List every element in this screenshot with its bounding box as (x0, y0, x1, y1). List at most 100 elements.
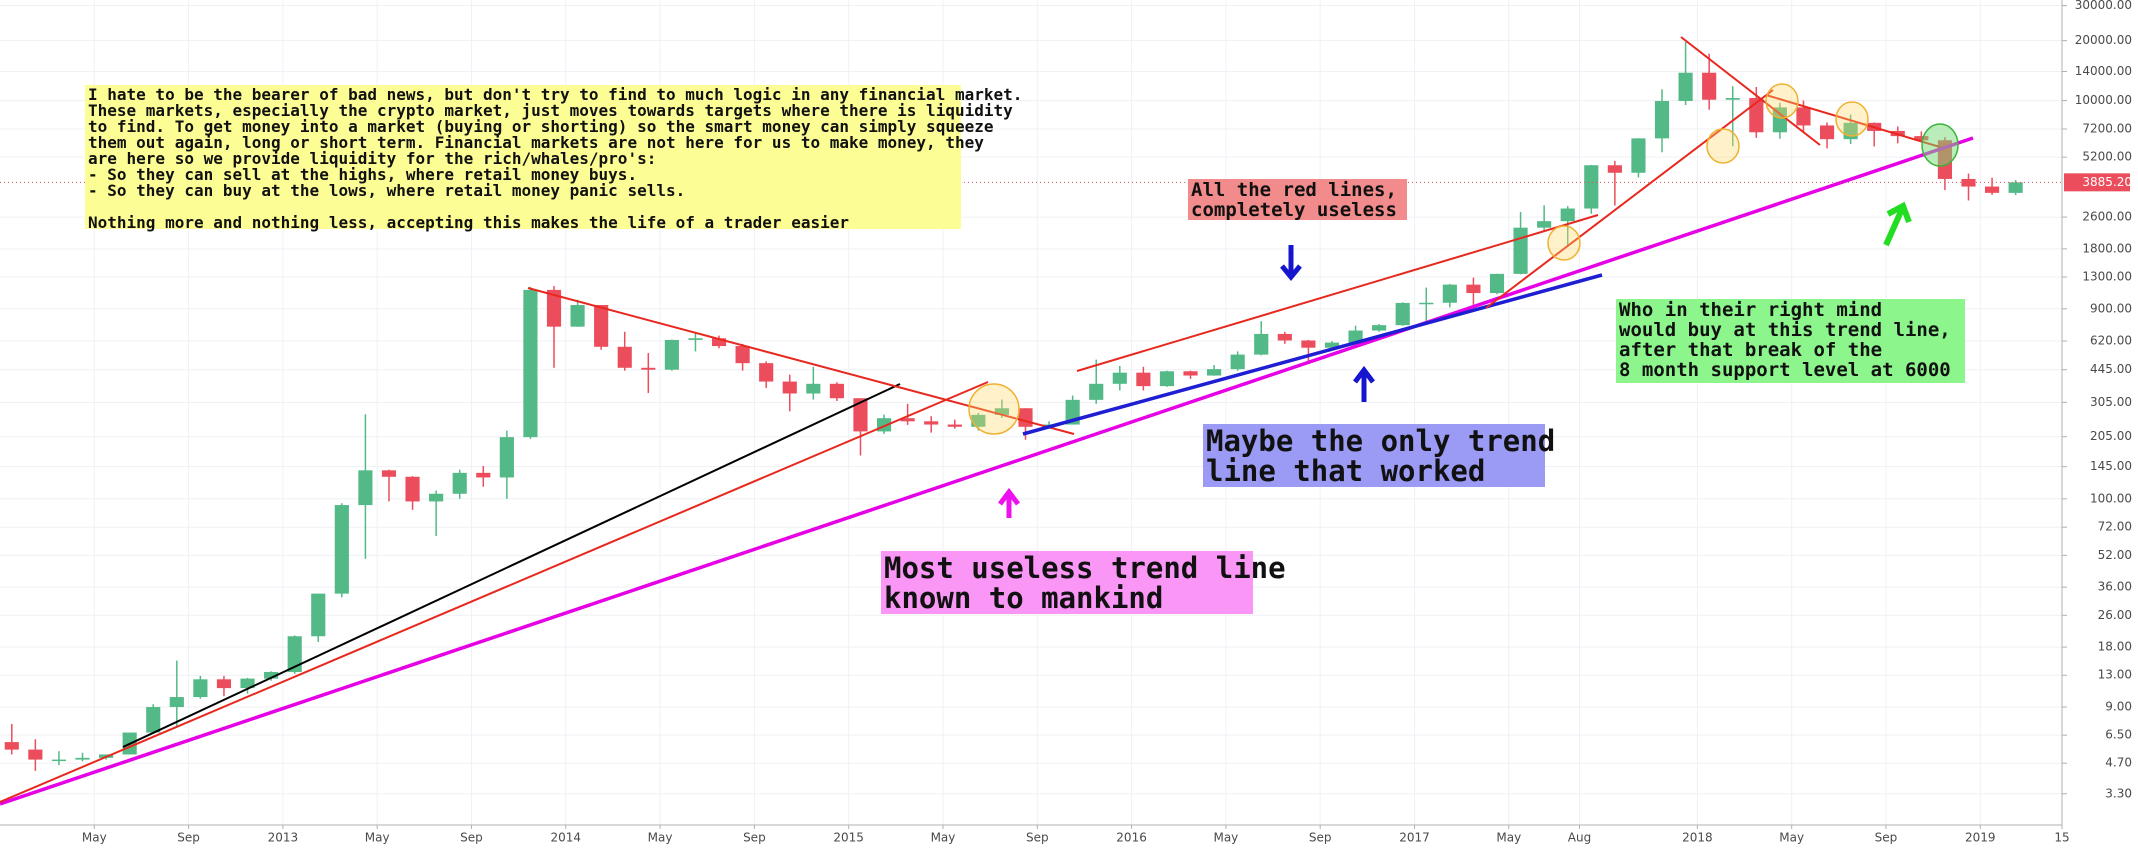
arrow-up (998, 487, 1020, 518)
y-tick-label: 10000.00 (2075, 93, 2132, 107)
candle-body (853, 398, 868, 432)
candle-body (1513, 227, 1528, 274)
y-tick-label: 9.00 (2105, 700, 2132, 714)
candle-body (1607, 165, 1622, 173)
note-line: Maybe the only trend (1206, 424, 1556, 458)
candle-body (429, 493, 444, 502)
last-price-tag (2064, 173, 2130, 192)
x-tick-label: Sep (460, 831, 483, 845)
x-tick-label: Sep (177, 831, 200, 845)
y-tick-label: 445.00 (2090, 362, 2132, 376)
note-line: I hate to be the bearer of bad news, but… (88, 85, 1023, 104)
candle-body (287, 636, 302, 672)
note-line: These markets, especially the crypto mar… (88, 101, 1013, 120)
candle-body (1089, 383, 1104, 400)
candle-body (971, 414, 986, 427)
candle-body (1301, 340, 1316, 348)
candle-body (1395, 302, 1410, 326)
x-tick-label: Sep (1309, 831, 1332, 845)
y-tick-label: 6.50 (2105, 728, 2132, 742)
x-tick-label: 2014 (551, 831, 582, 845)
y-tick-label: 1800.00 (2082, 241, 2132, 255)
x-tick-label: Sep (1026, 831, 1049, 845)
candle-body (476, 472, 491, 478)
highlight-circle (1921, 123, 1959, 167)
candle-body (1796, 107, 1811, 126)
candle-body (381, 470, 397, 477)
x-tick-label: 15 (2054, 831, 2069, 845)
red-trend-line (1765, 94, 1941, 148)
candle-body (1254, 333, 1269, 355)
candle-body (311, 593, 326, 637)
x-tick-label: 2018 (1682, 831, 1713, 845)
x-tick-label: Sep (1875, 831, 1898, 845)
candle-body (358, 470, 373, 506)
candle-body (1348, 330, 1363, 343)
x-tick-label: 2015 (833, 831, 864, 845)
candle-body (452, 472, 467, 494)
x-tick-label: 2017 (1399, 831, 1430, 845)
candle-body (617, 346, 632, 368)
black-trend-line (122, 383, 901, 748)
candle-body (947, 424, 962, 427)
y-tick-label: 30000.00 (2075, 0, 2132, 12)
y-tick-label: 52.00 (2098, 548, 2132, 562)
candle-body (1678, 72, 1693, 102)
arrows (998, 201, 1912, 518)
note-line: Most useless trend line (884, 551, 1286, 585)
highlight-circle (1706, 128, 1740, 164)
candle-body (570, 305, 585, 327)
highlight-circle (1765, 83, 1799, 119)
highlight-circle (1835, 101, 1869, 137)
candle-body (1277, 333, 1292, 341)
x-tick-label: May (931, 831, 956, 845)
red-trend-line (1076, 214, 1599, 372)
candle-body (641, 367, 656, 370)
candle-body (900, 418, 915, 422)
candle-body (782, 381, 797, 394)
x-tick-label: May (1779, 831, 1804, 845)
red-trend-line (0, 381, 989, 803)
y-tick-label: 620.00 (2090, 334, 2132, 348)
candle-body (711, 338, 727, 347)
candle-body (1725, 98, 1740, 100)
x-tick-label: 2013 (268, 831, 299, 845)
candle-body (1419, 302, 1434, 305)
candle-body (1702, 72, 1717, 100)
note-line: Who in their right mind (1619, 299, 1883, 321)
x-tick-label: 2016 (1116, 831, 1147, 845)
candle-body (1772, 107, 1787, 133)
arrow-up (1883, 201, 1912, 247)
y-tick-label: 3.30 (2105, 786, 2132, 800)
note-line: them out again, long or short term. Fina… (88, 133, 984, 152)
red-trend-line (1485, 89, 1774, 309)
candle-body (1654, 101, 1670, 139)
highlights (968, 83, 1959, 435)
candle-body (1560, 208, 1575, 222)
candle-body (4, 742, 19, 750)
x-tick-label: 2019 (1965, 831, 1996, 845)
candle-body (1984, 186, 2000, 193)
candle-body (1136, 372, 1151, 387)
candle-body (759, 363, 774, 382)
y-tick-label: 18.00 (2098, 640, 2132, 654)
y-tick-label: 145.00 (2090, 459, 2132, 473)
candle-body (994, 408, 1009, 415)
x-tick-label: Sep (743, 831, 766, 845)
green-note: Who in their right mind would buy at thi… (1616, 299, 1965, 383)
candle-body (1372, 325, 1387, 331)
candle-body (1018, 408, 1033, 427)
candle-body (75, 757, 90, 760)
candle-body (688, 338, 703, 340)
y-tick-label: 7200.00 (2082, 121, 2132, 135)
candle-body (735, 346, 750, 364)
candle-body (2008, 182, 2023, 193)
trend-lines (0, 36, 1974, 806)
candle-body (1324, 342, 1340, 348)
candle-body (1489, 273, 1505, 294)
intro-note: I hate to be the bearer of bad news, but… (85, 85, 1023, 231)
note-line: to find. To get money into a market (buy… (88, 117, 994, 136)
candle-body (1207, 369, 1222, 376)
note-line: line that worked (1206, 454, 1486, 489)
highlight-circle (968, 383, 1020, 435)
